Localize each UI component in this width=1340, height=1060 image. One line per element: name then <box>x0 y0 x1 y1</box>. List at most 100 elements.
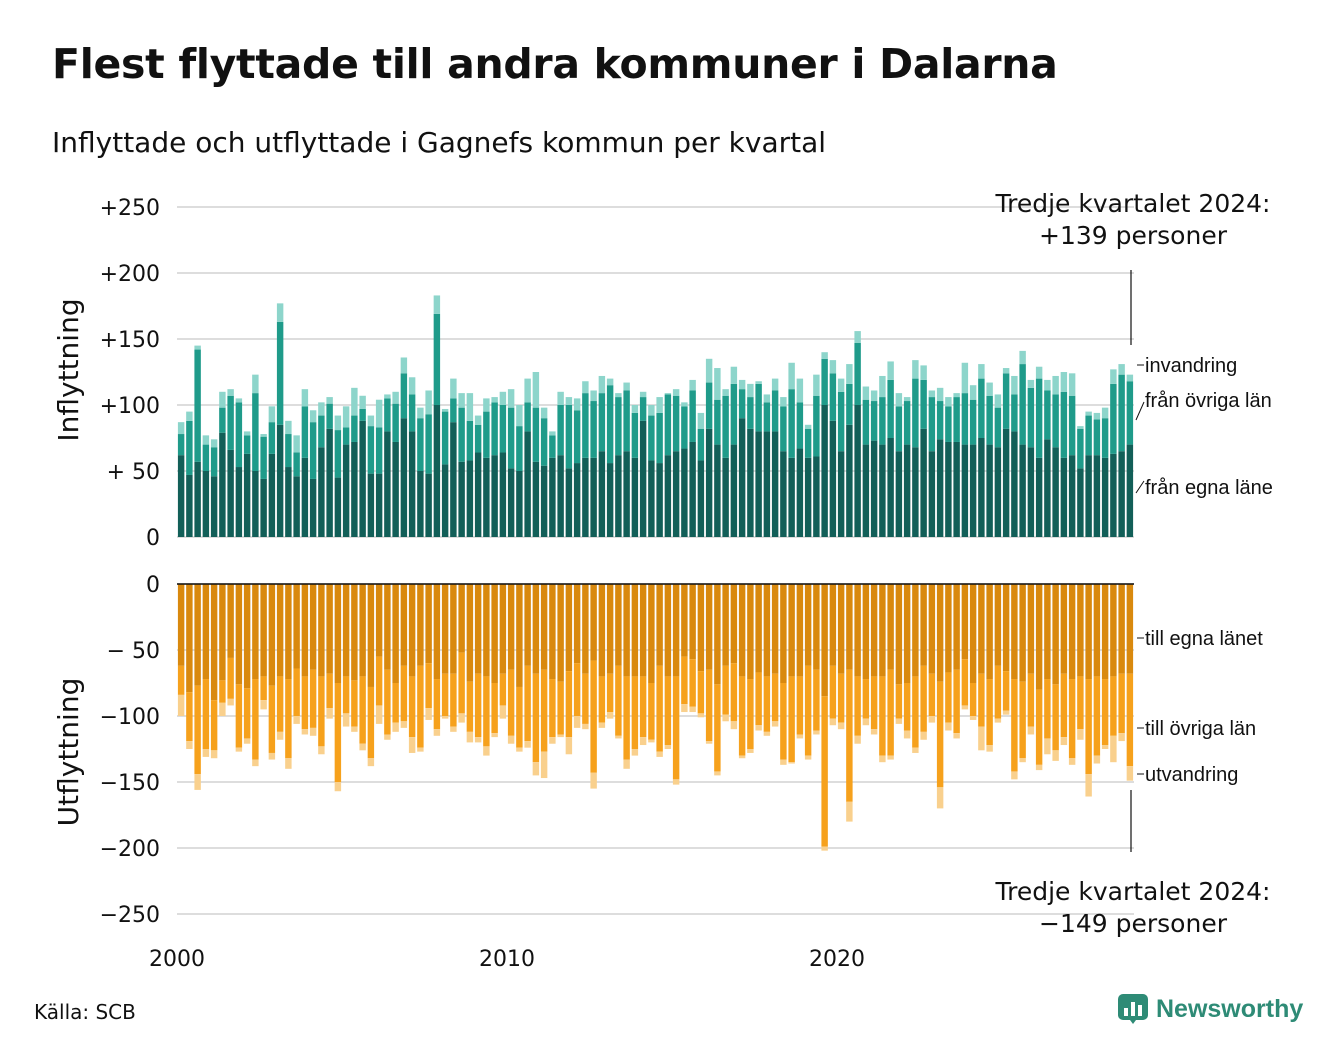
bar-segment <box>648 460 655 537</box>
bar-segment <box>804 457 812 537</box>
bar-segment <box>1126 444 1134 537</box>
bar-segment <box>606 463 614 537</box>
bar-segment <box>606 673 614 713</box>
bar-segment <box>912 584 919 677</box>
bar-segment <box>879 755 886 763</box>
bar-segment <box>697 713 705 718</box>
bar-segment <box>367 758 375 767</box>
bar-segment <box>1126 766 1134 781</box>
bar-segment <box>582 723 589 730</box>
bar-segment <box>540 418 548 466</box>
bar-segment <box>697 428 705 461</box>
bar-segment <box>524 402 531 432</box>
bar-segment <box>1085 679 1092 775</box>
bar-segment <box>573 663 581 716</box>
bar-segment <box>1077 428 1084 469</box>
bar-segment <box>243 584 251 689</box>
bar-segment <box>796 378 804 403</box>
bar-segment <box>920 365 927 380</box>
bar-segment <box>450 584 457 674</box>
bar-segment <box>582 393 589 458</box>
bar-segment <box>1085 774 1092 797</box>
y-tick-label: 0 <box>146 573 160 598</box>
bar-segment <box>854 342 861 405</box>
bar-segment <box>392 584 399 683</box>
bar-segment <box>433 679 441 730</box>
bar-segment <box>293 452 300 477</box>
bar-segment <box>293 476 300 537</box>
bar-segment <box>1118 733 1125 742</box>
bar-segment <box>342 584 350 677</box>
bar-segment <box>854 405 861 537</box>
bar-segment <box>639 584 647 677</box>
bar-segment <box>252 393 259 471</box>
bar-segment <box>854 676 861 736</box>
bar-segment <box>466 460 474 537</box>
bar-segment <box>326 397 333 404</box>
bar-segment <box>912 676 919 748</box>
bar-segment <box>813 584 820 670</box>
bar-segment <box>367 584 375 687</box>
bar-segment <box>912 378 919 448</box>
bar-segment <box>631 584 639 677</box>
bar-segment <box>301 406 309 458</box>
bar-segment <box>532 584 540 674</box>
bar-segment <box>747 584 754 680</box>
bar-segment <box>738 755 746 759</box>
bar-segment <box>664 455 672 537</box>
bar-segment <box>920 665 927 732</box>
bar-segment <box>466 584 474 682</box>
bar-segment <box>351 415 358 442</box>
bar-segment <box>433 729 441 736</box>
y-tick-label: − 50 <box>107 639 160 664</box>
bar-segment <box>516 747 523 752</box>
bar-segment <box>862 679 870 719</box>
bar-segment <box>697 460 705 537</box>
bar-segment <box>334 430 342 478</box>
bar-segment <box>1002 373 1010 429</box>
bar-segment <box>375 656 383 706</box>
bar-segment <box>1077 468 1084 537</box>
bar-segment <box>582 584 589 674</box>
bar-segment <box>474 424 482 453</box>
bar-segment <box>829 360 837 374</box>
bar-segment <box>186 474 193 537</box>
bar-segment <box>936 584 944 682</box>
bar-segment <box>351 726 358 732</box>
bar-segment <box>615 393 622 398</box>
bar-segment <box>1068 455 1076 537</box>
bar-segment <box>920 379 927 429</box>
bar-segment <box>458 407 465 462</box>
bar-segment <box>252 584 259 680</box>
bar-segment <box>1044 738 1051 755</box>
bar-segment <box>276 731 284 740</box>
bar-segment <box>994 584 1002 666</box>
bar-segment <box>1035 764 1043 771</box>
bar-segment <box>524 584 531 666</box>
bar-segment <box>507 584 515 670</box>
bar-segment <box>598 584 606 677</box>
brand-logo[interactable]: Newsworthy <box>1118 994 1303 1024</box>
bar-segment <box>1052 375 1059 395</box>
bar-segment <box>557 455 564 537</box>
bar-segment <box>1068 584 1076 680</box>
bar-segment <box>1052 684 1059 751</box>
bar-segment <box>441 411 449 465</box>
bar-segment <box>780 584 787 683</box>
y-axis-title: Inflyttning <box>52 298 85 441</box>
bar-segment <box>1035 689 1043 765</box>
bar-segment <box>780 397 787 407</box>
bar-segment <box>301 584 309 677</box>
bar-segment <box>1126 374 1134 382</box>
bar-segment <box>623 382 630 391</box>
bar-segment <box>961 584 969 660</box>
bar-segment <box>862 386 870 400</box>
bar-segment <box>549 431 556 436</box>
bar-segment <box>648 683 655 740</box>
bar-segment <box>846 801 853 822</box>
bar-segment <box>606 584 614 674</box>
bars-inflyttning <box>177 295 1134 537</box>
bar-segment <box>631 405 639 413</box>
bar-segment <box>697 412 705 429</box>
bar-segment <box>656 751 663 757</box>
